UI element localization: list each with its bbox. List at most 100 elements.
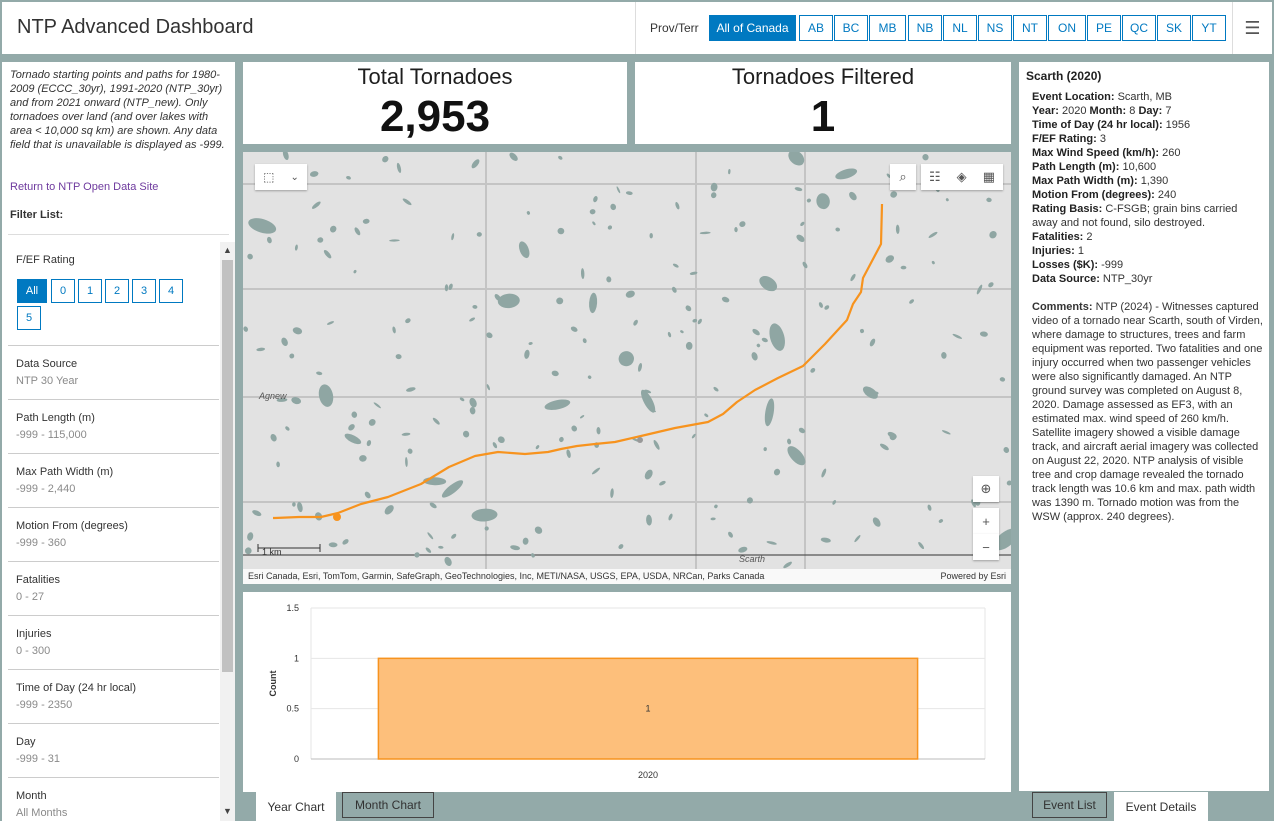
- prov-button-sk[interactable]: SK: [1157, 15, 1191, 41]
- locate-icon[interactable]: ⊕: [973, 476, 999, 502]
- water-body: [859, 328, 865, 334]
- rating-button-0[interactable]: 0: [51, 279, 75, 303]
- bar[interactable]: [377, 657, 919, 760]
- water-body: [497, 436, 505, 444]
- scroll-up-icon[interactable]: ▲: [223, 245, 232, 255]
- chevron-down-icon[interactable]: ⌄: [290, 171, 299, 183]
- rating-button-5[interactable]: 5: [17, 306, 41, 330]
- event-details-panel: Scarth (2020) Event Location: Scarth, MB…: [1019, 62, 1269, 791]
- search-icon[interactable]: ⌕: [890, 164, 916, 190]
- filter-scrollbar[interactable]: ▲ ▼: [220, 242, 235, 821]
- filter-motion-from[interactable]: Motion From (degrees) -999 - 360: [8, 508, 219, 562]
- prov-button-mb[interactable]: MB: [869, 15, 906, 41]
- water-body: [451, 533, 457, 539]
- prov-button-all-canada[interactable]: All of Canada: [709, 15, 796, 41]
- water-body: [587, 375, 592, 379]
- total-tornadoes-value: 2,953: [379, 92, 491, 141]
- zoom-in-button[interactable]: +: [973, 508, 999, 534]
- tab-month-chart[interactable]: Month Chart: [342, 792, 434, 818]
- filter-month[interactable]: Month All Months: [8, 778, 219, 821]
- water-body: [667, 331, 672, 338]
- tab-year-chart[interactable]: Year Chart: [256, 792, 336, 821]
- return-link[interactable]: Return to NTP Open Data Site: [10, 181, 159, 193]
- water-body: [373, 402, 381, 409]
- legend-icon[interactable]: ☷: [929, 169, 941, 184]
- rating-button-2[interactable]: 2: [105, 279, 129, 303]
- basemap-gallery-icon[interactable]: ▦: [982, 169, 995, 184]
- prov-button-pe[interactable]: PE: [1087, 15, 1121, 41]
- water-body: [559, 436, 564, 443]
- rating-button-all[interactable]: All: [17, 279, 47, 303]
- water-body: [721, 296, 730, 303]
- water-body: [402, 198, 412, 206]
- filter-injuries[interactable]: Injuries 0 - 300: [8, 616, 219, 670]
- filter-max-path-width[interactable]: Max Path Width (m) -999 - 2,440: [8, 454, 219, 508]
- filter-label: F/EF Rating: [16, 254, 75, 266]
- filter-time-of-day[interactable]: Time of Day (24 hr local) -999 - 2350: [8, 670, 219, 724]
- scroll-thumb[interactable]: [222, 260, 233, 672]
- water-body: [644, 389, 652, 394]
- place-label-scarth: Scarth: [739, 554, 765, 564]
- filter-label: Day: [16, 736, 36, 748]
- water-body: [591, 467, 601, 475]
- water-body: [820, 537, 831, 543]
- water-body: [764, 398, 775, 427]
- water-body: [761, 337, 768, 343]
- water-body: [649, 407, 657, 413]
- water-body: [976, 284, 983, 295]
- water-body: [607, 225, 613, 230]
- water-body: [699, 231, 711, 235]
- water-body: [362, 218, 370, 224]
- prov-button-nl[interactable]: NL: [943, 15, 977, 41]
- filter-value: -999 - 360: [16, 537, 67, 549]
- water-body: [392, 326, 396, 334]
- prov-button-qc[interactable]: QC: [1122, 15, 1156, 41]
- tab-event-details[interactable]: Event Details: [1114, 792, 1208, 821]
- water-body: [616, 186, 621, 194]
- water-body: [459, 397, 465, 402]
- water-body: [558, 155, 563, 160]
- filter-day[interactable]: Day -999 - 31: [8, 724, 219, 778]
- scroll-down-icon[interactable]: ▼: [223, 806, 232, 816]
- prov-button-nb[interactable]: NB: [908, 15, 942, 41]
- rating-button-3[interactable]: 3: [132, 279, 156, 303]
- water-body: [451, 233, 455, 241]
- selection-icon[interactable]: ⬚: [263, 170, 275, 184]
- rating-button-1[interactable]: 1: [78, 279, 102, 303]
- filter-fatalities[interactable]: Fatalities 0 - 27: [8, 562, 219, 616]
- water-body: [862, 386, 878, 399]
- prov-button-yt[interactable]: YT: [1192, 15, 1226, 41]
- water-body: [710, 192, 717, 199]
- map-view[interactable]: Agnew Scarth 1 km ⬚ ⌄ ⌕ ☷ ◈ ▦ ⊕ + − Esri…: [243, 152, 1011, 584]
- zoom-out-button[interactable]: −: [973, 534, 999, 560]
- water-body: [872, 517, 881, 527]
- tab-event-list[interactable]: Event List: [1032, 792, 1107, 818]
- prov-button-on[interactable]: ON: [1048, 15, 1086, 41]
- water-body: [625, 290, 635, 298]
- prov-button-bc[interactable]: BC: [834, 15, 868, 41]
- tornado-track[interactable]: [273, 203, 884, 520]
- prov-button-ns[interactable]: NS: [978, 15, 1012, 41]
- prov-button-ab[interactable]: AB: [799, 15, 833, 41]
- rating-button-4[interactable]: 4: [159, 279, 183, 303]
- water-body: [869, 338, 876, 347]
- layers-icon[interactable]: ◈: [956, 169, 967, 184]
- filter-data-source[interactable]: Data Source NTP 30 Year: [8, 346, 219, 400]
- map-attribution: Esri Canada, Esri, TomTom, Garmin, SafeG…: [243, 569, 1011, 584]
- tornado-start-point[interactable]: [333, 513, 341, 521]
- map-canvas[interactable]: Agnew Scarth 1 km: [243, 152, 1011, 584]
- prov-button-nt[interactable]: NT: [1013, 15, 1047, 41]
- water-body: [704, 413, 709, 418]
- event-comments: Comments: NTP (2024) - Witnesses capture…: [1032, 300, 1264, 524]
- water-body: [653, 439, 660, 450]
- water-body: [256, 347, 266, 352]
- water-body: [297, 501, 303, 513]
- select-tool[interactable]: ⬚ ⌄: [255, 164, 307, 190]
- powered-by-esri[interactable]: Powered by Esri: [940, 571, 1006, 581]
- water-body: [692, 318, 698, 323]
- total-tornadoes-title: Total Tornadoes: [357, 64, 513, 89]
- filter-path-length[interactable]: Path Length (m) -999 - 115,000: [8, 400, 219, 454]
- water-body: [900, 265, 907, 270]
- hamburger-icon[interactable]: ☰: [1232, 2, 1272, 54]
- field-label: Losses ($K):: [1032, 259, 1099, 271]
